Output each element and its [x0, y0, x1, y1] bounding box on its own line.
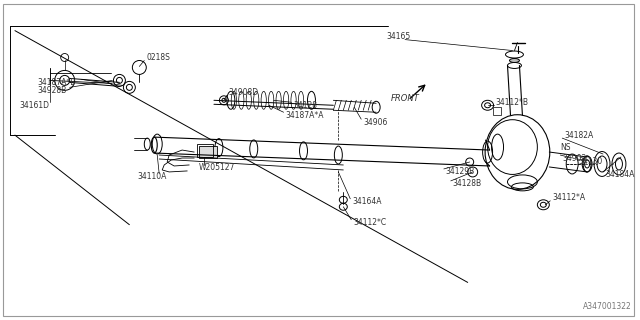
Text: 34182A: 34182A [564, 131, 593, 140]
Text: 34112*B: 34112*B [495, 98, 529, 107]
Text: W205127: W205127 [199, 164, 236, 172]
Text: 34187A*B: 34187A*B [38, 78, 76, 87]
Text: 34184A: 34184A [605, 171, 634, 180]
Text: 34112*C: 34112*C [353, 218, 387, 227]
Bar [197, 144, 213, 157]
Text: A347001322: A347001322 [583, 302, 632, 311]
Text: 34110A: 34110A [138, 172, 166, 181]
Text: 34128B: 34128B [452, 180, 482, 188]
Text: 34928B: 34928B [38, 86, 67, 95]
Text: 34908D: 34908D [229, 88, 259, 97]
Text: 34161D: 34161D [20, 101, 50, 110]
Text: 34187A*A: 34187A*A [285, 111, 324, 120]
Text: 34128: 34128 [294, 101, 317, 110]
Text: 34130: 34130 [578, 157, 602, 166]
Text: 34906: 34906 [364, 118, 388, 127]
Text: 0218S: 0218S [147, 53, 170, 62]
Text: NS: NS [560, 143, 571, 152]
Bar [493, 107, 500, 115]
Text: 34165: 34165 [386, 32, 410, 41]
Text: 34164A: 34164A [352, 197, 382, 206]
Bar [199, 146, 217, 158]
Text: 34112*A: 34112*A [552, 193, 586, 202]
Ellipse shape [509, 59, 520, 62]
Text: FRONT: FRONT [391, 94, 420, 103]
Text: 34902: 34902 [562, 154, 586, 163]
Text: 34129B: 34129B [446, 167, 475, 176]
